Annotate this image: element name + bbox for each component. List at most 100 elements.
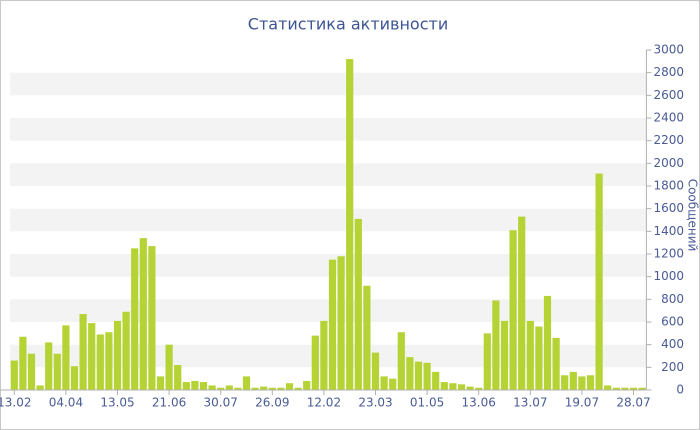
bar [36, 385, 44, 390]
x-tick-label: 01.05 [410, 396, 444, 410]
bar [518, 216, 526, 390]
bar [191, 380, 199, 390]
grid-band [10, 254, 647, 277]
bar [294, 387, 302, 390]
bar [199, 382, 208, 390]
bar [604, 385, 612, 390]
bar [303, 380, 311, 390]
bar [397, 332, 405, 390]
y-tick-label: 2000 [653, 156, 684, 170]
bar [586, 375, 595, 390]
x-tick-label: 28.07 [616, 396, 650, 410]
bar [96, 334, 104, 390]
bar [122, 311, 130, 390]
bar [156, 376, 165, 390]
x-tick-label: 23.03 [358, 396, 392, 410]
bar [174, 365, 182, 390]
bar [389, 378, 397, 390]
bar [328, 259, 337, 390]
bar [629, 387, 638, 390]
bar [45, 342, 53, 390]
y-tick-label: 2200 [653, 133, 684, 147]
x-tick-label: 12.02 [307, 396, 341, 410]
y-tick-label: 1600 [653, 201, 684, 215]
bar [27, 353, 36, 390]
bar [79, 314, 87, 390]
bar [139, 238, 147, 390]
bar [440, 382, 448, 390]
bar [311, 335, 319, 390]
y-tick-label: 1000 [653, 269, 684, 283]
x-tick-label: 13.02 [0, 396, 31, 410]
bar [578, 376, 586, 390]
bar [19, 336, 27, 390]
bar [483, 333, 491, 390]
bar [371, 352, 380, 390]
bar [346, 59, 354, 391]
y-tick-label: 2600 [653, 88, 684, 102]
bar [53, 353, 61, 390]
chart-title: Статистика активности [248, 15, 448, 34]
grid-band [10, 163, 647, 186]
bar [217, 387, 225, 390]
bar [612, 387, 620, 390]
bar [251, 387, 259, 390]
x-tick-label: 13.05 [100, 396, 134, 410]
y-tick-label: 600 [661, 315, 684, 329]
x-tick-label: 30.07 [204, 396, 238, 410]
y-tick-label: 400 [661, 337, 684, 351]
bar [62, 325, 70, 390]
bar [268, 387, 276, 390]
x-tick-label: 19.07 [565, 396, 599, 410]
bar [638, 387, 646, 390]
grid-band [10, 208, 647, 232]
bar [10, 360, 18, 390]
bar [354, 218, 362, 390]
bar [492, 300, 500, 390]
x-tick-label: 04.04 [49, 396, 83, 410]
x-tick-label: 13.07 [513, 396, 547, 410]
y-tick-label: 200 [661, 360, 684, 374]
bar [475, 387, 483, 390]
y-tick-label: 3000 [653, 43, 684, 57]
bar [182, 382, 190, 390]
x-tick-label: 13.06 [462, 396, 496, 410]
bar [234, 387, 242, 390]
bar [277, 387, 285, 390]
bar [165, 344, 173, 390]
bar [423, 362, 431, 390]
bar [105, 332, 113, 390]
bar [131, 248, 139, 390]
y-tick-label: 800 [661, 292, 684, 306]
bar [569, 371, 577, 390]
y-tick-label: 2800 [653, 65, 684, 79]
bar [543, 295, 552, 390]
bar [432, 371, 440, 390]
bar [457, 384, 466, 390]
bar [380, 376, 388, 390]
bar [88, 323, 96, 390]
bar [526, 320, 534, 390]
y-tick-label: 1200 [653, 247, 684, 261]
y-tick-label: 2400 [653, 111, 684, 125]
bar [406, 357, 414, 390]
bar [242, 376, 251, 390]
grid-band [10, 118, 647, 141]
plot-area [0, 49, 652, 395]
bar [208, 385, 216, 390]
bar [285, 383, 294, 390]
y-axis-label: Сообщений [686, 179, 700, 252]
bar [561, 375, 569, 390]
bar [225, 385, 233, 390]
bar [552, 337, 560, 390]
bar [148, 246, 156, 390]
grid-band [10, 72, 647, 96]
bar [414, 361, 423, 390]
bar [320, 320, 328, 390]
bar [509, 230, 517, 390]
bar [260, 386, 268, 390]
x-tick-label: 26.09 [255, 396, 289, 410]
bar [535, 326, 543, 390]
x-tick-label: 21.06 [152, 396, 186, 410]
